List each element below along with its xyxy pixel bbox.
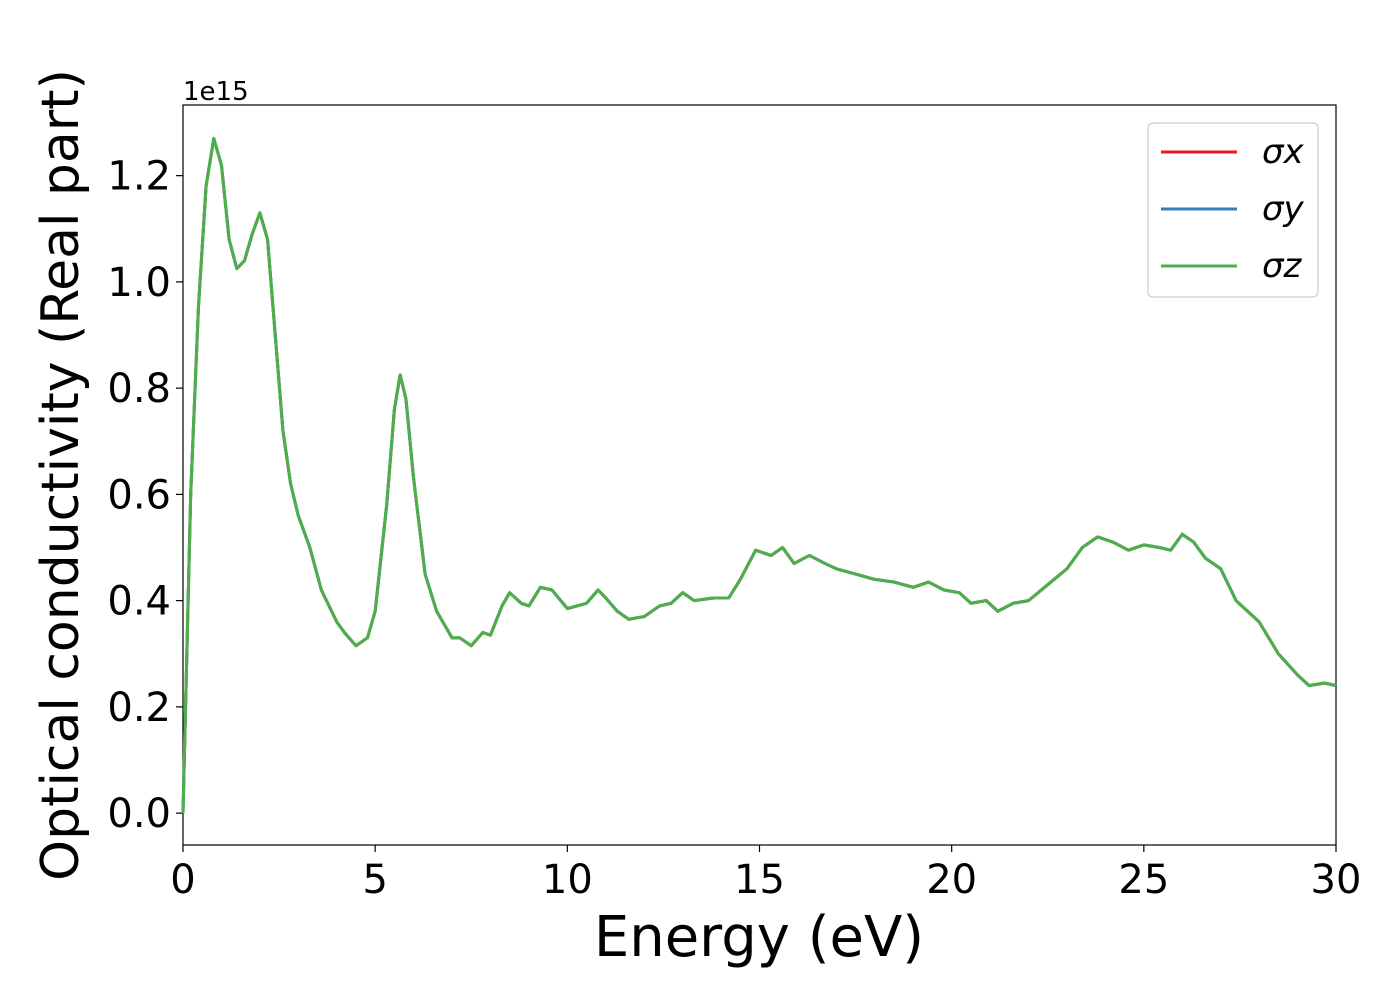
y-tick-label: 1.2	[107, 154, 171, 200]
y-tick-label: 1.0	[107, 260, 171, 306]
x-tick-label: 0	[170, 857, 195, 903]
y-tick-label: 0.8	[107, 366, 171, 412]
y-tick-label: 0.2	[107, 685, 171, 731]
y-tick-label: 0.4	[107, 579, 171, 625]
series-line	[181, 136, 1337, 814]
x-tick-label: 15	[734, 857, 785, 903]
x-tick-label: 5	[362, 857, 387, 903]
y-tick-label: 0.6	[107, 472, 171, 518]
y-offset-label: 1e15	[183, 77, 249, 107]
y-axis-label: Optical conductivity (Real part)	[31, 69, 91, 881]
x-tick-label: 10	[542, 857, 593, 903]
x-tick-label: 30	[1311, 857, 1362, 903]
legend-label: σz	[1262, 246, 1303, 286]
x-tick-label: 20	[926, 857, 977, 903]
y-tick-label: 0.0	[107, 791, 171, 837]
x-tick-label: 25	[1118, 857, 1169, 903]
x-axis-label: Energy (eV)	[594, 905, 924, 970]
legend-label: σy	[1262, 189, 1305, 229]
legend-label: σx	[1262, 132, 1305, 172]
